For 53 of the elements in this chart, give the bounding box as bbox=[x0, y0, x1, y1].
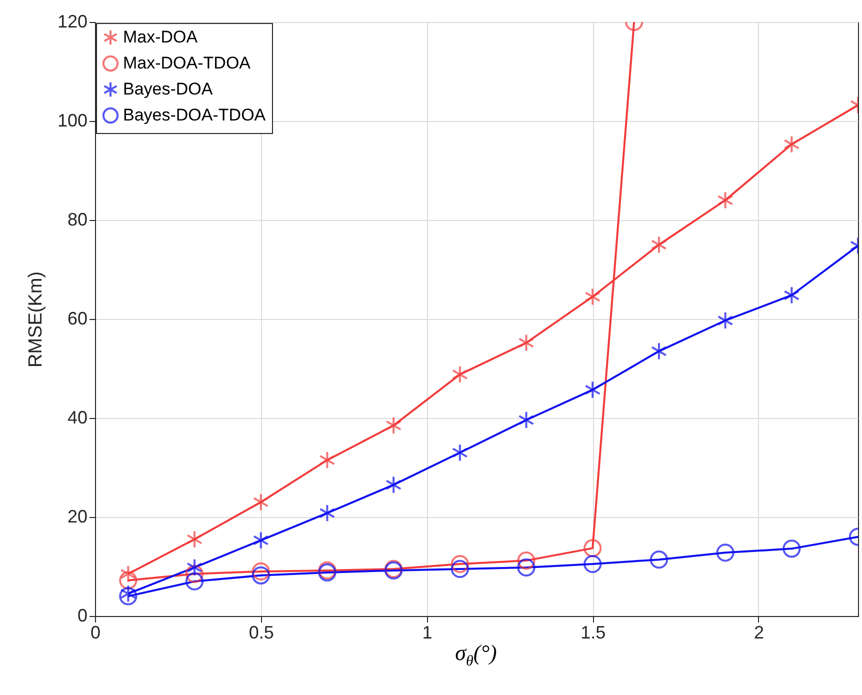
point bbox=[450, 554, 469, 574]
point bbox=[252, 531, 269, 550]
x-tick-label: 1 bbox=[422, 622, 432, 642]
point bbox=[584, 288, 601, 306]
point bbox=[517, 552, 536, 570]
point bbox=[386, 476, 402, 494]
y-tick-label: 20 bbox=[67, 506, 88, 526]
point bbox=[584, 554, 602, 574]
x-tick-label: 0.5 bbox=[248, 622, 274, 642]
point bbox=[252, 566, 270, 584]
point bbox=[252, 562, 270, 580]
point bbox=[319, 504, 336, 522]
y-tick-label: 120 bbox=[57, 12, 88, 32]
y-tick-label: 0 bbox=[77, 606, 88, 626]
legend-label: Bayes-DOA-TDOA bbox=[123, 106, 266, 124]
point bbox=[584, 380, 601, 399]
legend-label: Max-DOA-TDOA bbox=[123, 54, 252, 72]
point bbox=[252, 493, 269, 512]
x-tick-label: 2 bbox=[754, 622, 764, 642]
y-tick-label: 80 bbox=[67, 210, 88, 230]
point bbox=[452, 444, 468, 462]
point bbox=[717, 191, 734, 210]
point bbox=[185, 572, 204, 590]
point bbox=[784, 286, 800, 304]
point bbox=[186, 530, 203, 548]
point bbox=[717, 311, 734, 330]
point bbox=[517, 558, 536, 577]
point bbox=[452, 365, 468, 384]
point bbox=[584, 539, 602, 558]
point bbox=[185, 564, 204, 583]
point bbox=[386, 416, 402, 434]
point bbox=[518, 334, 534, 352]
point bbox=[319, 451, 336, 470]
point bbox=[716, 544, 734, 562]
point bbox=[119, 571, 138, 590]
y-tick-label: 40 bbox=[67, 408, 88, 428]
y-tick-label: 60 bbox=[67, 308, 88, 328]
point bbox=[650, 236, 667, 254]
x-axis-title: σ$_{θ}$(°) bbox=[455, 640, 497, 670]
point bbox=[650, 550, 668, 569]
legend-label: Max-DOA bbox=[123, 28, 198, 46]
point bbox=[450, 560, 469, 578]
point bbox=[518, 410, 534, 430]
x-tick-label: 1.5 bbox=[580, 622, 606, 642]
point bbox=[120, 564, 136, 583]
point bbox=[650, 342, 667, 360]
legend-label: Bayes-DOA bbox=[123, 80, 214, 98]
y-tick-label: 100 bbox=[57, 110, 88, 130]
point bbox=[782, 540, 801, 558]
y-axis-title: RMSE(Km) bbox=[25, 271, 46, 368]
point bbox=[784, 135, 800, 154]
point bbox=[186, 558, 203, 577]
x-tick-label: 0 bbox=[90, 622, 101, 642]
